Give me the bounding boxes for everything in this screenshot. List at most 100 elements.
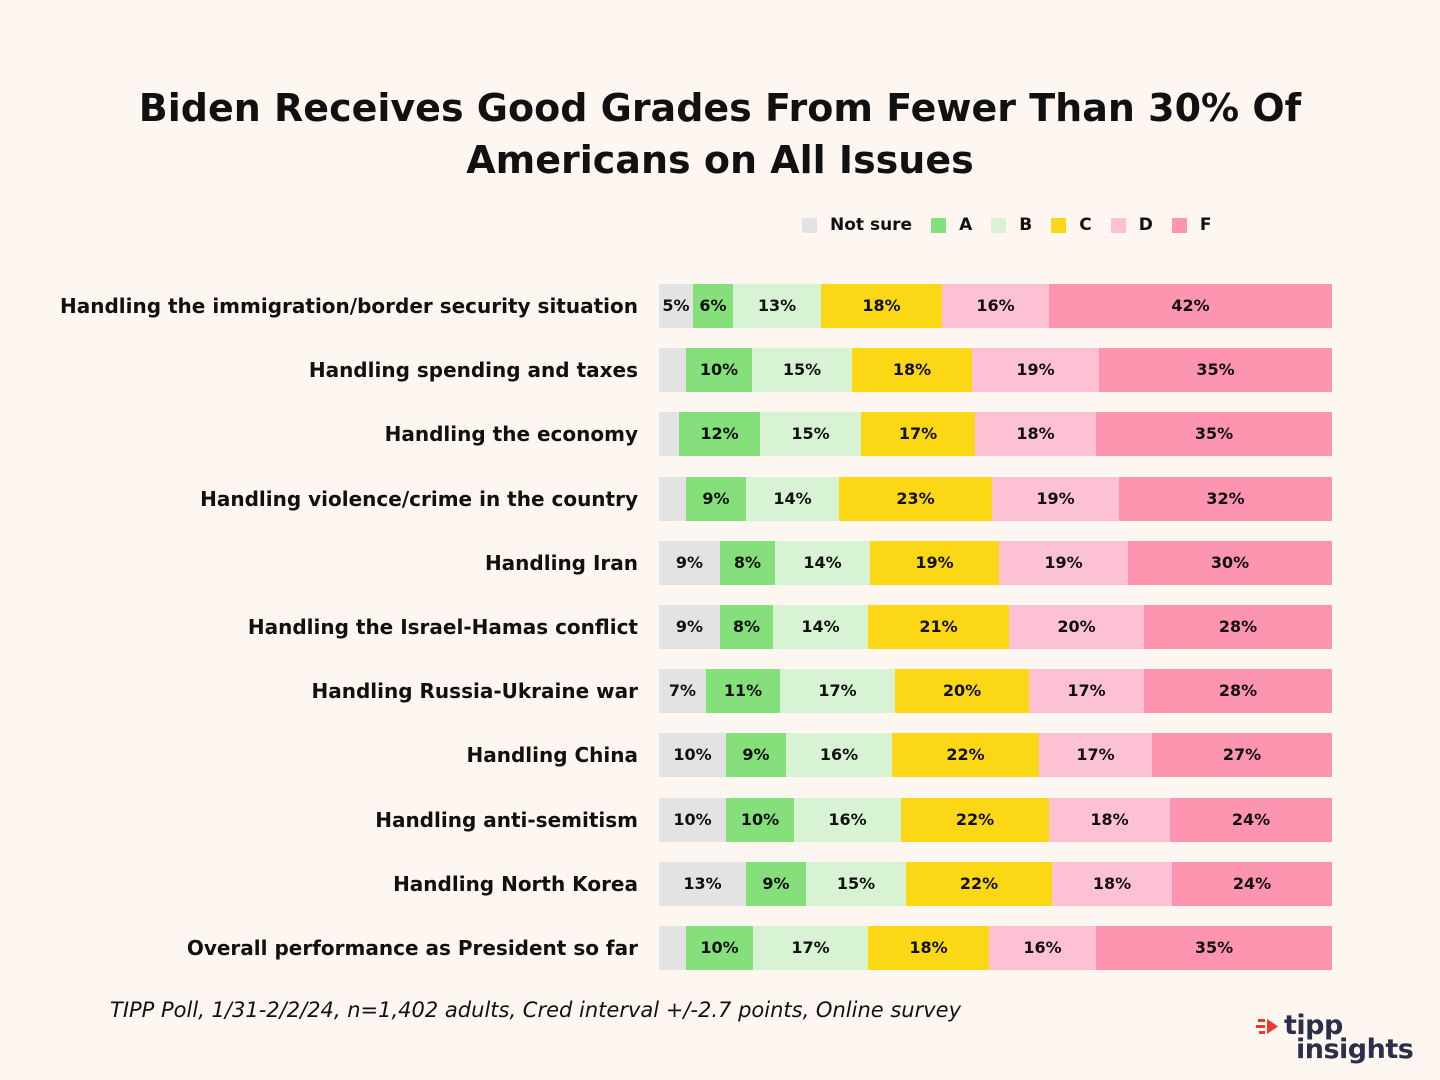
legend-label-c: C <box>1079 215 1092 235</box>
bar-segment-d: 17% <box>1039 733 1152 777</box>
category-label: Handling the economy <box>384 422 638 446</box>
stacked-bar-row: 9% 8% 14% 19% 19% 30% <box>659 541 1332 585</box>
bar-segment-a: 11% <box>706 669 780 713</box>
bar-segment-c: 20% <box>895 669 1029 713</box>
bar-segment-f: 35% <box>1099 348 1332 392</box>
legend-swatch-a <box>931 217 947 233</box>
bar-segment-f: 35% <box>1096 926 1332 970</box>
bar-segment-b: 17% <box>753 926 868 970</box>
category-label: Handling the immigration/border security… <box>59 294 638 318</box>
bar-segment-f: 27% <box>1152 733 1332 777</box>
bar-segment-c: 23% <box>839 477 992 521</box>
bar-segment-f: 35% <box>1096 412 1332 456</box>
bar-segment-d: 16% <box>989 926 1096 970</box>
legend-label-a: A <box>959 215 973 235</box>
bar-segment-c: 22% <box>901 798 1049 842</box>
bar-segment-a: 10% <box>726 798 794 842</box>
bar-segment-not-sure <box>659 348 686 392</box>
chart-title-line-1: Biden Receives Good Grades From Fewer Th… <box>138 86 1302 130</box>
category-label: Handling the Israel-Hamas conflict <box>247 615 638 639</box>
bar-segment-a: 6% <box>693 284 733 328</box>
category-label: Handling China <box>466 743 638 767</box>
bar-segment-c: 19% <box>870 541 999 585</box>
legend-item-not-sure: Not sure <box>802 215 912 235</box>
bar-segment-not-sure: 10% <box>659 798 726 842</box>
bar-segment-a: 8% <box>720 605 773 649</box>
legend-swatch-d <box>1110 217 1126 233</box>
legend-swatch-not-sure <box>802 217 817 233</box>
bar-segment-d: 19% <box>992 477 1119 521</box>
legend-label-not-sure: Not sure <box>830 215 913 235</box>
logo-word-insights: insights <box>1296 1034 1414 1065</box>
bar-segment-b: 14% <box>775 541 870 585</box>
bar-segment-b: 15% <box>760 412 861 456</box>
source-footnote: TIPP Poll, 1/31-2/2/24, n=1,402 adults, … <box>110 998 962 1022</box>
bar-segment-f: 42% <box>1049 284 1332 328</box>
bar-segment-c: 22% <box>892 733 1039 777</box>
legend-label-d: D <box>1138 215 1153 235</box>
bar-segment-not-sure: 10% <box>659 733 726 777</box>
bar-segment-a: 10% <box>686 348 752 392</box>
bar-segment-b: 14% <box>746 477 839 521</box>
stacked-bar-row: 10% 17% 18% 16% 35% <box>659 926 1332 970</box>
bar-segment-not-sure: 9% <box>659 605 720 649</box>
bar-segment-d: 16% <box>942 284 1049 328</box>
stacked-bar-row: 9% 8% 14% 21% 20% 28% <box>659 605 1332 649</box>
bar-segment-a: 10% <box>686 926 753 970</box>
bar-segment-f: 30% <box>1128 541 1332 585</box>
legend-item-d: D <box>1110 215 1153 235</box>
stacked-bar-row: 5% 6% 13% 18% 16% 42% <box>659 284 1332 328</box>
logo-word-tipp: tipp <box>1284 1010 1343 1041</box>
bar-segment-not-sure: 9% <box>659 541 720 585</box>
bar-segment-c: 21% <box>868 605 1009 649</box>
stacked-bar-row: 10% 15% 18% 19% 35% <box>659 348 1332 392</box>
bar-segment-not-sure: 5% <box>659 284 693 328</box>
chart-title: Biden Receives Good Grades From Fewer Th… <box>120 82 1320 186</box>
bar-segment-a: 12% <box>679 412 760 456</box>
bar-segment-c: 17% <box>861 412 975 456</box>
bar-segment-c: 18% <box>868 926 989 970</box>
bar-segment-c: 18% <box>852 348 972 392</box>
bar-segment-b: 16% <box>794 798 901 842</box>
category-label: Handling Iran <box>484 551 638 575</box>
chart-legend: Not sure A B C D F <box>802 212 1230 238</box>
category-label: Handling Russia-Ukraine war <box>311 679 638 703</box>
bar-segment-b: 15% <box>752 348 852 392</box>
bar-segment-c: 18% <box>821 284 942 328</box>
bar-segment-f: 28% <box>1144 669 1332 713</box>
bar-segment-b: 13% <box>733 284 821 328</box>
legend-item-a: A <box>931 215 972 235</box>
bar-segment-a: 9% <box>746 862 806 906</box>
bar-segment-c: 22% <box>906 862 1052 906</box>
category-label: Handling violence/crime in the country <box>200 487 638 511</box>
bar-segment-f: 28% <box>1144 605 1332 649</box>
bar-segment-not-sure <box>659 412 679 456</box>
legend-swatch-f <box>1171 217 1187 233</box>
category-label: Handling spending and taxes <box>308 358 638 382</box>
bar-segment-f: 24% <box>1172 862 1332 906</box>
legend-item-b: B <box>991 215 1032 235</box>
category-label: Handling anti-semitism <box>375 808 638 832</box>
legend-item-c: C <box>1051 215 1092 235</box>
bar-segment-d: 17% <box>1029 669 1144 713</box>
bar-segment-not-sure: 7% <box>659 669 706 713</box>
bar-segment-d: 18% <box>975 412 1096 456</box>
legend-label-b: B <box>1019 215 1033 235</box>
tipp-insights-logo: tipp insights <box>1256 1010 1416 1070</box>
logo-mark-icon <box>1256 1019 1278 1034</box>
bar-segment-d: 19% <box>999 541 1128 585</box>
bar-segment-not-sure: 13% <box>659 862 746 906</box>
legend-label-f: F <box>1199 215 1212 235</box>
category-label: Overall performance as President so far <box>186 936 638 960</box>
bar-segment-a: 9% <box>726 733 786 777</box>
bar-segment-d: 18% <box>1052 862 1172 906</box>
stacked-bar-row: 10% 10% 16% 22% 18% 24% <box>659 798 1332 842</box>
bar-segment-d: 20% <box>1009 605 1144 649</box>
stacked-bar-row: 10% 9% 16% 22% 17% 27% <box>659 733 1332 777</box>
stacked-bar-row: 13% 9% 15% 22% 18% 24% <box>659 862 1332 906</box>
bar-segment-b: 15% <box>806 862 906 906</box>
bar-segment-a: 9% <box>686 477 746 521</box>
bar-segment-a: 8% <box>720 541 775 585</box>
bar-segment-not-sure <box>659 926 686 970</box>
stacked-bar-row: 12% 15% 17% 18% 35% <box>659 412 1332 456</box>
